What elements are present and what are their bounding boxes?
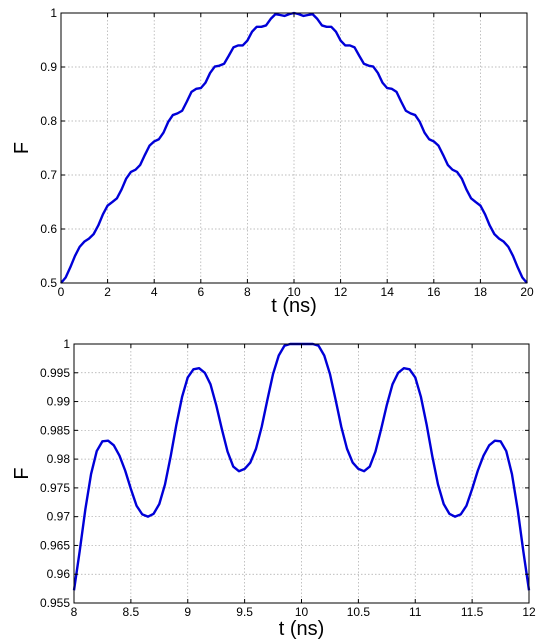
y-tick-label: 0.975: [40, 481, 70, 495]
x-tick-label: 10.5: [347, 605, 371, 619]
x-tick-label: 9: [184, 605, 191, 619]
x-tick-label: 10: [295, 605, 309, 619]
y-tick-label: 0.8: [40, 114, 57, 128]
y-tick-label: 1: [50, 6, 57, 20]
x-tick-label: 10: [287, 285, 301, 299]
x-tick-label: 8: [244, 285, 251, 299]
top-chart: 0 2 4 6 8 10 12 14 16 18 20 0.5 0.6 0.7 0.8 0.9 1 t (ns) F: [11, 6, 534, 317]
y-tick-label: 0.995: [40, 366, 70, 380]
series-line: [60, 11, 528, 284]
y-tick-label: 0.955: [40, 596, 70, 610]
y-tick-label: 0.97: [47, 510, 71, 524]
x-axis-label: t (ns): [271, 295, 317, 317]
y-tick-label: 0.98: [47, 452, 71, 466]
x-tick-label: 6: [197, 285, 204, 299]
x-tick-label: 2: [104, 285, 111, 299]
plot-frame: [60, 12, 528, 284]
y-axis-label: F: [11, 467, 33, 479]
y-tick-label: 0.99: [47, 395, 71, 409]
x-tick-label: 9.5: [236, 605, 253, 619]
x-tick-label: 20: [520, 285, 534, 299]
x-tick-label: 12: [334, 285, 348, 299]
y-tick-label: 0.7: [40, 168, 57, 182]
x-axis-label: t (ns): [279, 618, 325, 640]
y-tick-label: 0.5: [40, 276, 57, 290]
y-tick-label: 0.9: [40, 60, 57, 74]
x-tick-label: 0: [58, 285, 65, 299]
x-tick-label: 11: [409, 605, 422, 619]
y-tick-label: 0.965: [40, 538, 70, 552]
x-tick-label: 4: [151, 285, 158, 299]
x-tick-label: 8.5: [123, 605, 140, 619]
y-axis-label: F: [11, 142, 33, 154]
y-tick-label: 0.985: [40, 423, 70, 437]
x-tick-label: 16: [427, 285, 441, 299]
y-tick-label: 0.6: [40, 222, 57, 236]
x-tick-label: 12: [522, 605, 536, 619]
y-tick-label: 0.96: [47, 567, 71, 581]
x-tick-label: 11.5: [461, 605, 484, 619]
x-tick-label: 8: [71, 605, 78, 619]
bottom-chart: 8 8.5 9 9.5 10 10.5 11 11.5 12 0.955 0.96 0.965 0.97…: [11, 337, 536, 640]
x-tick-label: 14: [381, 285, 395, 299]
x-tick-label: 18: [474, 285, 488, 299]
y-tick-label: 1: [63, 337, 70, 351]
